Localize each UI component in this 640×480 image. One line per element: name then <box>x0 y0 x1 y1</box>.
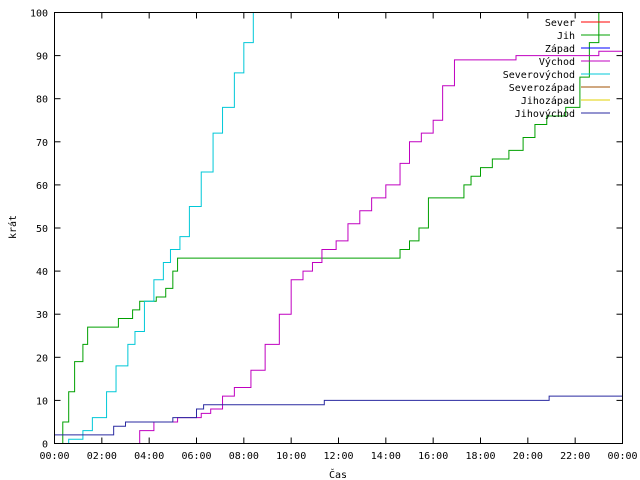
x-tick-label: 16:00 <box>418 451 448 462</box>
y-tick-label: 40 <box>36 267 48 278</box>
y-tick-label: 70 <box>36 138 48 149</box>
x-tick-label: 02:00 <box>87 451 117 462</box>
x-tick-label: 22:00 <box>560 451 590 462</box>
y-axis-title: krát <box>7 215 19 239</box>
x-tick-label: 00:00 <box>607 451 637 462</box>
y-tick-label: 10 <box>36 396 48 407</box>
x-tick-label: 12:00 <box>323 451 353 462</box>
legend-label: Sever <box>545 18 575 29</box>
y-tick-label: 80 <box>36 95 48 106</box>
legend-label: Jih <box>557 31 575 42</box>
y-tick-label: 90 <box>36 52 48 63</box>
x-tick-label: 04:00 <box>134 451 164 462</box>
y-tick-label: 20 <box>36 353 48 364</box>
legend-label: Severozápad <box>509 82 575 94</box>
y-axis: 0 10 20 30 40 50 60 70 80 90 100 <box>30 9 623 451</box>
x-tick-label: 10:00 <box>276 451 306 462</box>
legend-label: Východ <box>539 56 575 68</box>
x-tick-label: 00:00 <box>39 451 69 462</box>
x-tick-label: 08:00 <box>229 451 259 462</box>
x-tick-label: 14:00 <box>371 451 401 462</box>
legend: Sever JihZápadVýchodSeverovýchodSeverozáp… <box>503 18 610 120</box>
y-tick-label: 50 <box>36 224 48 235</box>
x-tick-label: 06:00 <box>181 451 211 462</box>
x-axis-title: Čas <box>329 468 347 480</box>
legend-label: Severovýchod <box>503 69 575 81</box>
legend-label: Západ <box>545 43 575 55</box>
x-tick-label: 20:00 <box>513 451 543 462</box>
series-line-4 <box>58 12 254 444</box>
y-tick-label: 100 <box>30 9 48 20</box>
y-tick-label: 30 <box>36 310 48 321</box>
series-lines <box>54 12 623 444</box>
x-axis: 00:00 02:00 04:00 06:00 08:00 10:00 12:00 14:00… <box>39 12 638 462</box>
series-line-1 <box>54 12 600 444</box>
legend-label: Jihovýchod <box>515 108 575 120</box>
x-tick-label: 18:00 <box>465 451 495 462</box>
y-tick-label: 60 <box>36 181 48 192</box>
series-line-7 <box>54 395 623 436</box>
series-line-3 <box>130 50 623 444</box>
y-tick-label: 0 <box>42 440 48 451</box>
legend-label: Jihozápad <box>521 95 575 107</box>
